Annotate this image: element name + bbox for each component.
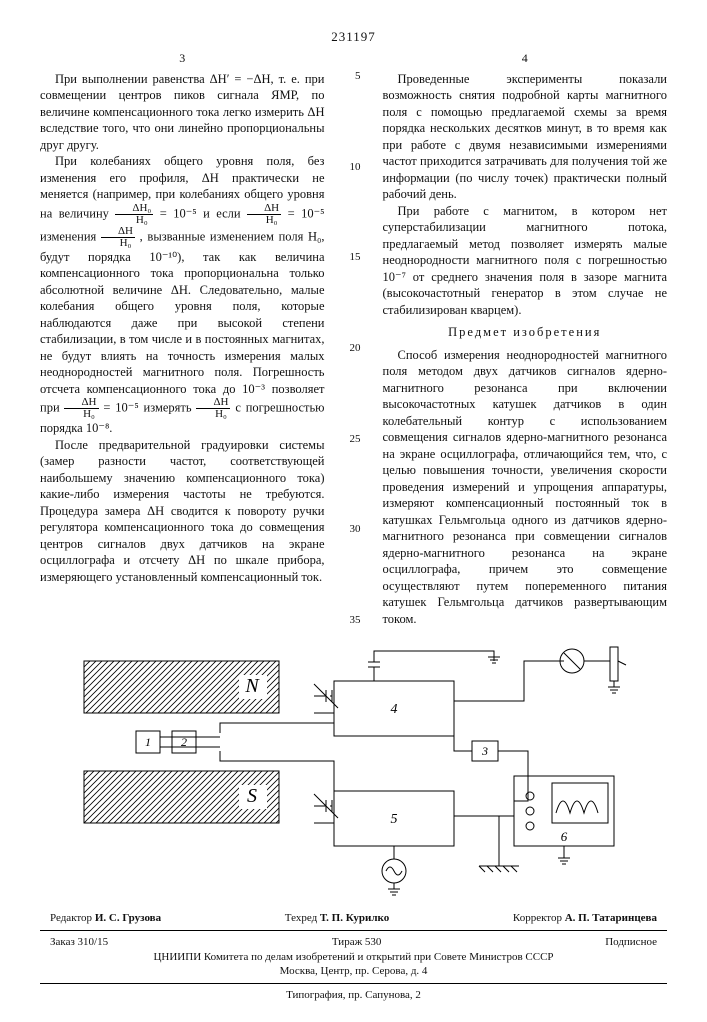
right-p2: При работе с магнитом, в котором нет суп… [383,203,668,319]
col-number-right: 4 [383,51,668,67]
block-1-label: 1 [145,735,151,749]
block-5-label: 5 [390,812,397,827]
claims-heading: Предмет изобретения [383,324,668,341]
block-4-label: 4 [390,702,397,717]
line-numbers: 5 10 15 20 25 30 35 [347,51,361,627]
left-p2: При колебаниях общего уровня поля, без и… [40,153,325,437]
left-p1: При выполнении равенства ΔH′ = −ΔH, т. е… [40,71,325,154]
right-p1: Проведенные эксперименты показали возмож… [383,71,668,203]
left-column: 3 При выполнении равенства ΔH′ = −ΔH, т.… [40,51,325,627]
block-6-label: 6 [560,829,567,844]
patent-number: 231197 [40,28,667,45]
right-p3: Способ измерения неоднородностей магнитн… [383,347,668,628]
left-p3: После предварительной градуировки систем… [40,437,325,586]
magnet-n-label: N [244,675,260,697]
col-number-left: 3 [40,51,325,67]
schematic-figure: N S 1 2 4 5 3 6 [74,641,634,901]
right-column: 4 Проведенные эксперименты показали возм… [383,51,668,627]
footer: Редактор И. С. Грузова Техред Т. П. Кури… [40,911,667,1002]
text-columns: 3 При выполнении равенства ΔH′ = −ΔH, т.… [40,51,667,627]
block-3-label: 3 [481,744,488,758]
magnet-s-label: S [247,785,257,807]
